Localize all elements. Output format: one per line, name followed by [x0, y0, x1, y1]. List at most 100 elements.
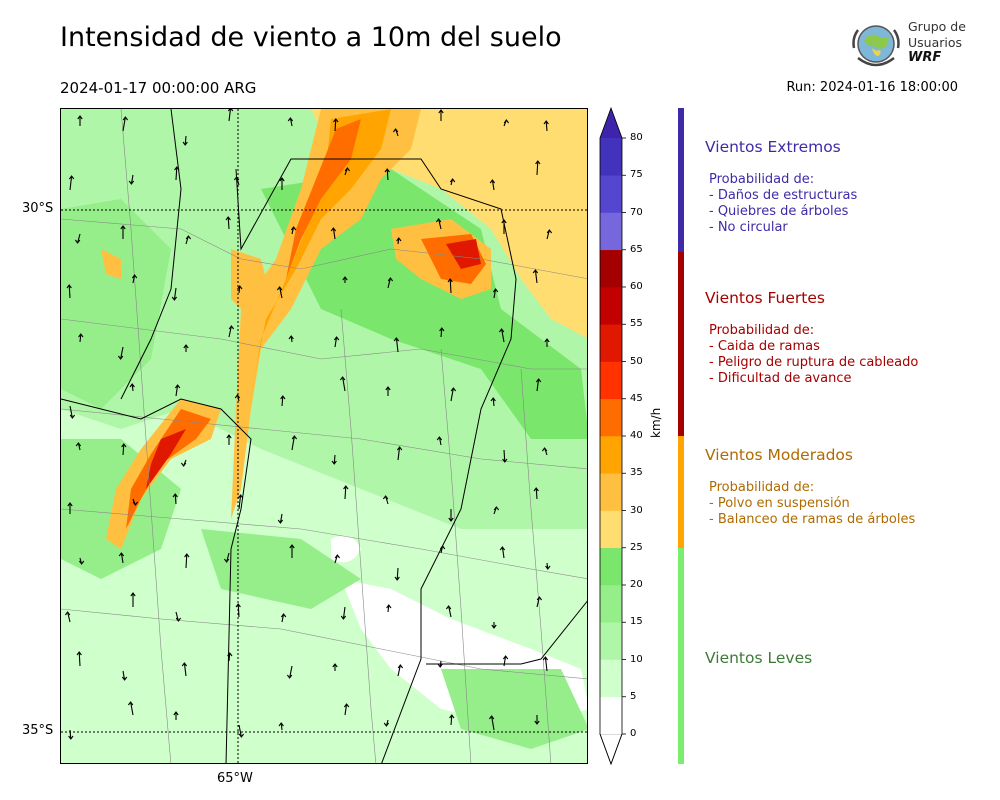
- wind-arrow-head: [502, 458, 508, 463]
- wind-arrow-head: [393, 337, 400, 342]
- wind-arrow-head: [130, 592, 136, 597]
- wind-arrow: [344, 703, 348, 716]
- wind-arrow-head: [343, 703, 350, 708]
- colorbar-tick-label: 0: [630, 728, 637, 739]
- colorbar-bin: [600, 696, 622, 735]
- wind-arrow-head: [277, 519, 284, 524]
- wind-arrow: [184, 135, 187, 146]
- lon-label-65w: 65°W: [217, 771, 253, 786]
- colorbar-bin: [600, 622, 622, 660]
- wind-arrow: [544, 656, 548, 672]
- wind-arrow-head: [342, 276, 348, 281]
- wind-arrow: [438, 218, 442, 230]
- category-title-moderados: Vientos Moderados: [705, 446, 853, 464]
- wind-arrow-head: [490, 397, 496, 402]
- wind-arrow-head: [448, 517, 454, 522]
- wind-arrow-head: [76, 651, 82, 656]
- colorbar-tick-label: 65: [630, 243, 643, 255]
- colorbar-bin: [600, 361, 622, 400]
- wind-arrow: [545, 120, 548, 132]
- category-title-leves: Vientos Leves: [705, 649, 813, 667]
- wind-arrow-head: [439, 327, 445, 332]
- logo-text-line3: WRF: [908, 50, 942, 65]
- wind-arrow: [68, 284, 71, 299]
- wind-arrow-head: [77, 115, 83, 120]
- wind-arrow: [450, 387, 454, 402]
- wind-arrow: [546, 229, 550, 240]
- colorbar-tick-label: 70: [630, 206, 643, 218]
- wind-arrow: [397, 664, 401, 677]
- wind-arrow: [396, 567, 399, 581]
- wind-arrow-head: [68, 175, 75, 180]
- wind-arrow-head: [78, 333, 84, 338]
- wind-arrow: [536, 378, 540, 392]
- globe-logo-icon: [852, 25, 900, 67]
- wind-arrow-head: [383, 722, 390, 727]
- wind-arrow-head: [339, 376, 346, 381]
- wind-arrow: [122, 443, 125, 456]
- wind-arrow: [395, 337, 399, 353]
- wind-arrow: [183, 662, 187, 677]
- wind-arrow-head: [74, 239, 81, 244]
- wind-map-canvas: [61, 109, 587, 763]
- wind-arrow-head: [280, 613, 287, 618]
- wind-arrow-head: [541, 447, 548, 452]
- lat-label-30s: 30°S: [22, 201, 54, 216]
- colorbar-bin: [600, 510, 622, 549]
- wind-arrow-head: [534, 720, 540, 725]
- wind-arrow: [120, 346, 124, 360]
- colorbar-tick-label: 50: [630, 355, 643, 367]
- wind-arrow-head: [501, 219, 507, 224]
- colorbar-bin: [600, 398, 622, 437]
- category-bar-moderados: [678, 436, 684, 548]
- wind-arrow: [67, 611, 71, 623]
- logo-text-line1: Grupo de: [908, 19, 966, 34]
- colorbar-bin: [600, 212, 622, 251]
- wind-arrow-head: [387, 277, 394, 282]
- wind-arrow: [122, 116, 126, 132]
- wind-arrow: [280, 722, 283, 731]
- wind-arrow-head: [536, 596, 543, 601]
- colorbar-tick-label: 5: [630, 690, 637, 702]
- wind-arrow-head: [437, 663, 443, 668]
- wind-arrow-head: [235, 603, 241, 608]
- wind-arrow-head: [129, 383, 135, 388]
- colorbar-extend-low: [599, 733, 623, 766]
- wind-arrow-head: [438, 109, 444, 114]
- colorbar-extend-high: [600, 108, 622, 138]
- wind-arrow: [130, 174, 134, 185]
- lat-label-35s: 35°S: [22, 723, 54, 738]
- wind-arrow: [332, 227, 336, 240]
- wind-arrow: [344, 485, 347, 500]
- wind-arrow: [130, 701, 134, 716]
- wind-arrow: [69, 729, 72, 740]
- wind-arrow: [387, 604, 390, 613]
- wind-arrow: [535, 487, 538, 500]
- wind-arrow-head: [544, 338, 550, 343]
- wind-arrow-head: [290, 226, 297, 231]
- wind-arrow-head: [449, 178, 456, 183]
- wind-arrow-head: [344, 167, 351, 172]
- wind-arrow: [237, 603, 240, 618]
- wind-arrow-head: [449, 714, 455, 719]
- wind-arrow-head: [535, 378, 542, 383]
- wind-arrow-head: [67, 502, 73, 507]
- wind-arrow-head: [450, 387, 457, 392]
- run-time: Run: 2024-01-16 18:00:00: [786, 80, 958, 95]
- wind-arrow-head: [435, 218, 442, 223]
- wind-arrow: [131, 383, 134, 392]
- wind-arrow: [77, 233, 81, 244]
- wind-arrow-head: [394, 576, 400, 581]
- wind-arrow-head: [330, 227, 337, 232]
- wind-arrow: [334, 336, 338, 348]
- wind-arrow: [289, 665, 293, 679]
- wind-arrow-head: [174, 166, 180, 171]
- colorbar-tick-label: 75: [630, 169, 643, 181]
- wind-arrow-head: [286, 674, 293, 679]
- wind-arrow: [387, 277, 391, 289]
- colorbar-bin: [600, 473, 622, 511]
- wind-arrow: [69, 405, 73, 419]
- wind-arrow-head: [120, 225, 126, 230]
- wind-arrow-head: [184, 553, 190, 558]
- category-bar-fuertes: [678, 252, 684, 436]
